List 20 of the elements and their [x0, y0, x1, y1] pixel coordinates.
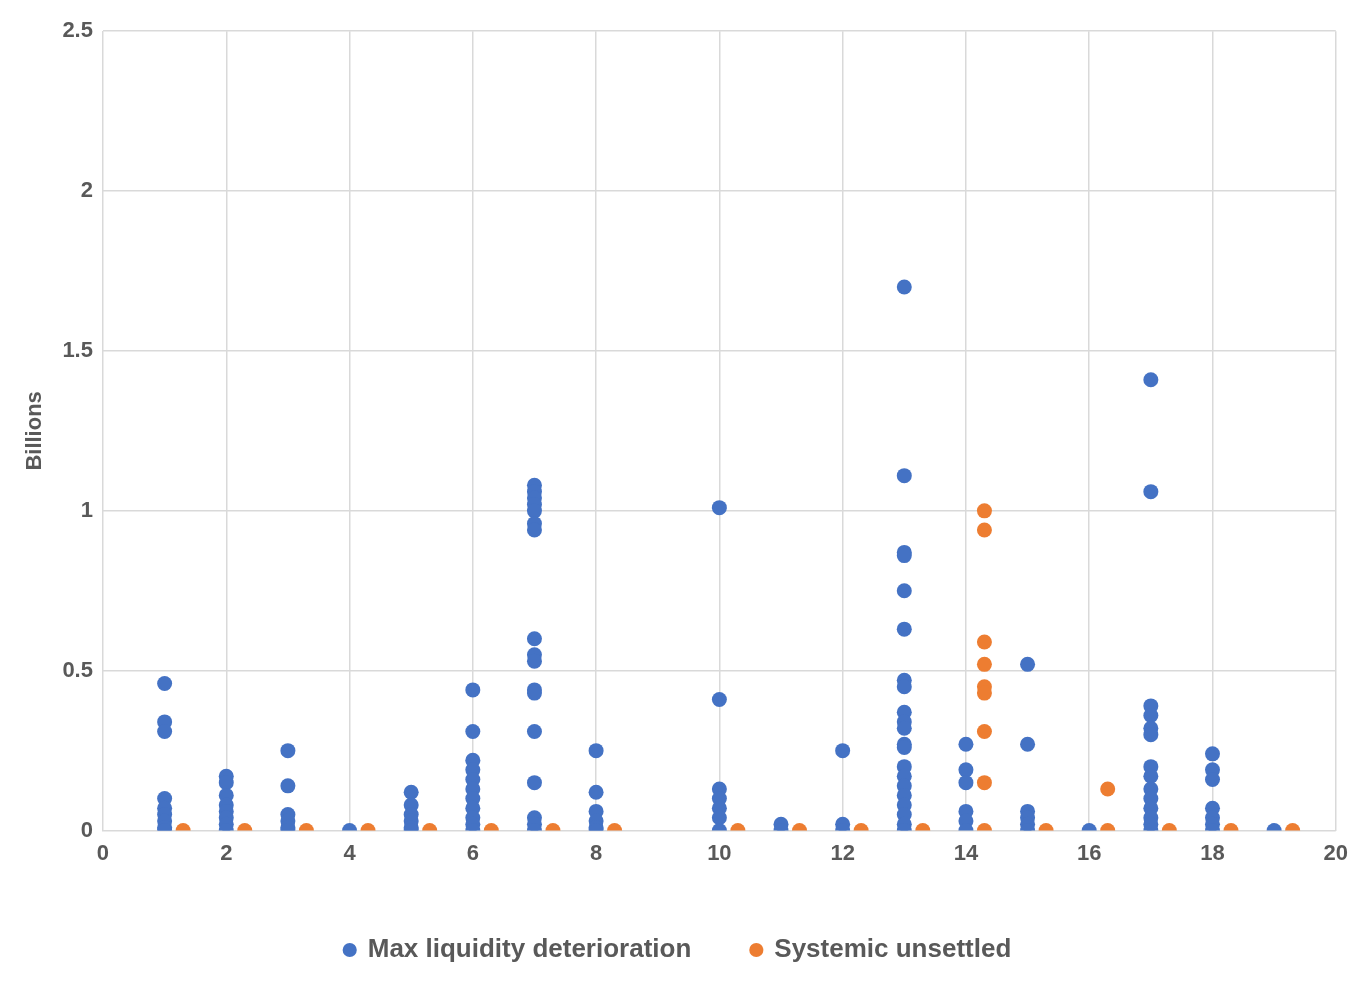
y-tick-label: 1.5: [62, 337, 93, 363]
x-tick-label: 6: [466, 839, 479, 865]
y-tick-label: 0.5: [62, 656, 93, 682]
x-tick-label: 12: [830, 839, 855, 865]
y-tick-label: 2.5: [62, 17, 93, 43]
x-tick-label: 14: [953, 839, 979, 865]
legend-label: Max liquidity deterioration: [367, 933, 692, 964]
x-tick-label: 18: [1200, 839, 1225, 865]
x-tick-label: 4: [343, 839, 357, 865]
y-tick-label: 0: [80, 816, 93, 842]
x-tick-label: 2: [220, 839, 233, 865]
x-tick-label: 8: [589, 839, 603, 865]
y-tick-label: 2: [80, 177, 93, 203]
legend-label: Systemic unsettled: [774, 933, 1012, 964]
y-tick-label: 1: [80, 496, 93, 522]
x-tick-label: 20: [1323, 839, 1349, 865]
x-tick-label: 10: [707, 839, 732, 865]
x-tick-label: 16: [1076, 839, 1102, 865]
x-tick-label: 0: [96, 839, 110, 865]
y-axis-title: Billions: [21, 391, 47, 471]
